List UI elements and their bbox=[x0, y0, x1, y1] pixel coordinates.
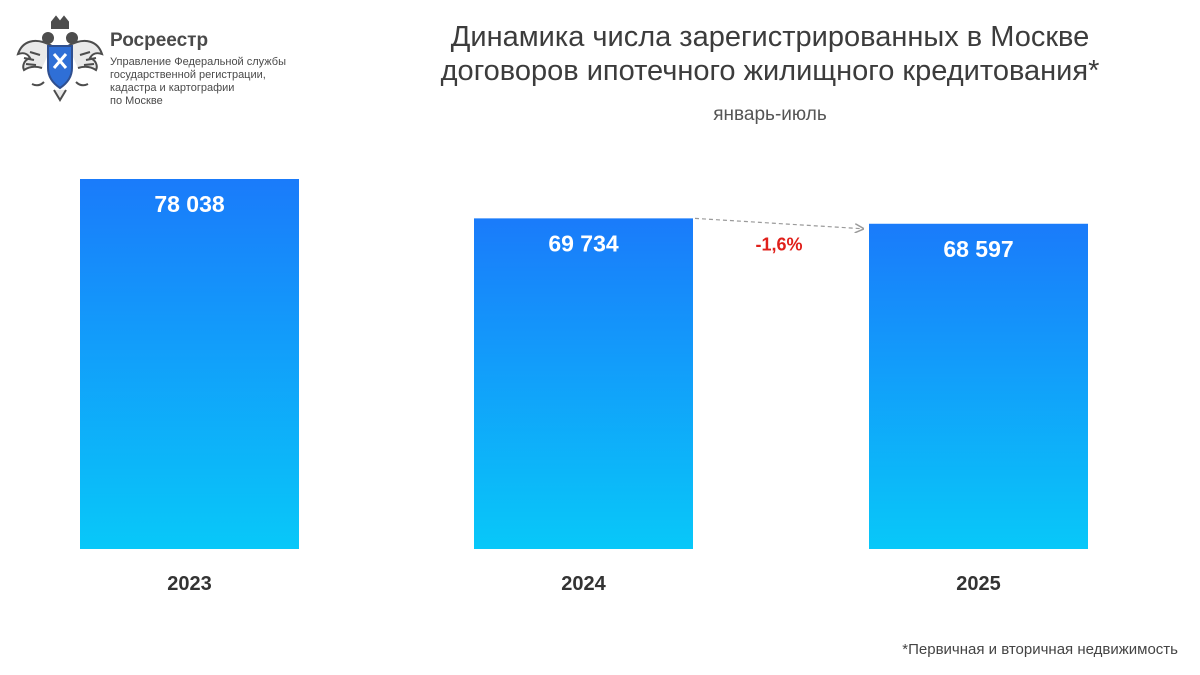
brand-name: Росреестр bbox=[110, 30, 209, 51]
brand-subtitle: Управление Федеральной службы государств… bbox=[110, 56, 310, 108]
change-arrow bbox=[694, 217, 863, 228]
category-label: 2025 bbox=[956, 573, 1001, 595]
footnote: *Первичная и вторичная недвижимость bbox=[902, 641, 1178, 658]
bar-2023 bbox=[80, 179, 299, 549]
bar-value-label: 68 597 bbox=[943, 236, 1013, 262]
brand-subtitle-line: государственной регистрации, bbox=[110, 69, 266, 81]
category-label: 2023 bbox=[167, 573, 212, 595]
chart-title: Динамика числа зарегистрированных в Моск… bbox=[340, 20, 1200, 88]
bar-value-label: 78 038 bbox=[154, 191, 225, 217]
brand-subtitle-line: по Москве bbox=[110, 95, 163, 107]
bar-value-label: 69 734 bbox=[548, 230, 619, 256]
bar-2024 bbox=[474, 218, 693, 549]
chart-title-line: договоров ипотечного жилищного кредитова… bbox=[440, 55, 1100, 87]
change-percent-label: -1,6% bbox=[755, 234, 802, 254]
brand-subtitle-line: кадастра и картографии bbox=[110, 82, 235, 94]
category-label: 2024 bbox=[561, 573, 606, 595]
chart-subtitle: январь-июль bbox=[713, 104, 827, 125]
rosreestr-emblem-icon bbox=[16, 15, 104, 102]
bar-2025 bbox=[869, 223, 1088, 549]
brand-subtitle-line: Управление Федеральной службы bbox=[110, 56, 286, 68]
chart-title-line: Динамика числа зарегистрированных в Моск… bbox=[450, 21, 1090, 53]
